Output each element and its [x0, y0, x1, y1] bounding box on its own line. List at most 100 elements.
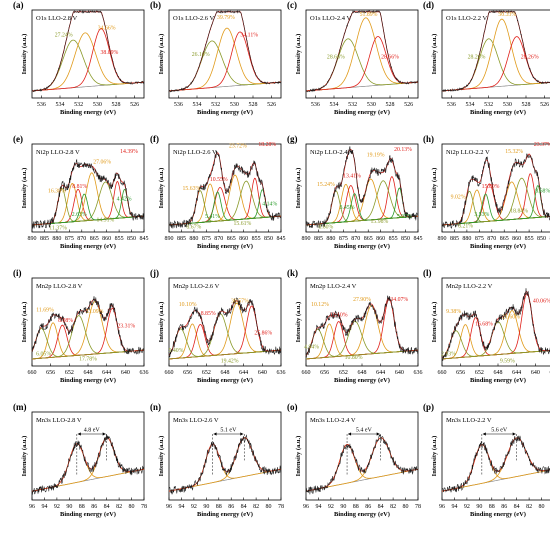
fit-envelope	[169, 12, 281, 91]
fit-component-curve	[306, 444, 418, 491]
plot-frame	[32, 10, 144, 98]
peak-percentage-label: 40.06%	[533, 299, 550, 305]
y-axis-label: Intensity (a.u.)	[21, 436, 28, 477]
x-tick-label: 648	[84, 370, 93, 376]
x-tick-label: 532	[348, 102, 357, 108]
peak-percentage-label: 10.10%	[179, 302, 197, 308]
x-tick-label: 86	[228, 504, 234, 510]
peak-percentage-label: 10.12%	[311, 302, 329, 308]
x-tick-label: 532	[484, 102, 493, 108]
peak-percentage-label: 10.80%	[345, 355, 363, 361]
x-tick-label: 88	[216, 504, 222, 510]
x-tick-label: 88	[489, 504, 495, 510]
x-tick-label: 648	[221, 370, 230, 376]
x-tick-label: 855	[115, 236, 124, 242]
x-tick-label: 94	[41, 504, 47, 510]
peak-percentage-label: 33.09%	[86, 309, 104, 315]
measured-spectrum	[306, 435, 418, 494]
peak-percentage-label: 2.63%	[72, 212, 87, 218]
x-tick-label: 890	[438, 236, 447, 242]
x-tick-label: 528	[386, 102, 395, 108]
x-tick-label: 534	[193, 102, 202, 108]
fit-envelope	[169, 438, 281, 492]
y-axis-label: Intensity (a.u.)	[295, 302, 302, 343]
x-tick-label: 526	[130, 102, 139, 108]
x-tick-label: 526	[404, 102, 413, 108]
peak-percentage-label: 11.69%	[36, 307, 54, 313]
panel-letter: (h)	[423, 134, 434, 144]
panel-letter: (a)	[13, 0, 24, 10]
x-tick-label: 890	[165, 236, 174, 242]
plot-frame	[169, 10, 281, 98]
x-tick-label: 90	[340, 504, 346, 510]
peak-percentage-label: 21.60%	[502, 314, 520, 320]
y-axis-label: Intensity (a.u.)	[431, 436, 438, 477]
splitting-label: 5.6 eV	[491, 428, 508, 434]
x-tick-label: 82	[253, 504, 259, 510]
x-axis-label: Binding energy (eV)	[197, 511, 253, 518]
x-tick-label: 855	[252, 236, 261, 242]
x-tick-label: 92	[328, 504, 334, 510]
peak-percentage-label: 11.37%	[49, 225, 67, 231]
peak-percentage-label: 51.89%	[360, 12, 378, 18]
peak-percentage-label: 8.08%	[58, 318, 73, 324]
x-tick-label: 78	[415, 504, 421, 510]
x-tick-label: 850	[264, 236, 273, 242]
measured-spectrum	[442, 154, 550, 229]
x-tick-label: 880	[189, 236, 198, 242]
x-tick-label: 82	[390, 504, 396, 510]
x-tick-label: 636	[140, 370, 149, 376]
x-tick-label: 530	[503, 102, 512, 108]
x-axis-label: Binding energy (eV)	[60, 109, 116, 116]
panel-letter: (o)	[287, 402, 298, 412]
x-axis-label: Binding energy (eV)	[470, 109, 526, 116]
peak-percentage-label: 27.06%	[93, 159, 111, 165]
x-tick-label: 84	[514, 504, 520, 510]
x-tick-label: 652	[475, 370, 484, 376]
panel-title: Mn3s LLO-2.2 V	[446, 417, 492, 424]
x-tick-label: 78	[278, 504, 284, 510]
x-tick-label: 80	[403, 504, 409, 510]
fit-component-curve	[306, 438, 418, 491]
x-tick-label: 92	[464, 504, 470, 510]
x-tick-label: 92	[191, 504, 197, 510]
x-tick-label: 80	[539, 504, 545, 510]
peak-percentage-label: 28.26%	[468, 54, 486, 60]
x-tick-label: 526	[540, 102, 549, 108]
peak-percentage-label: 4.14%	[262, 202, 277, 208]
x-tick-label: 880	[462, 236, 471, 242]
peak-percentage-label: 18.28%	[258, 142, 276, 148]
x-tick-label: 78	[141, 504, 147, 510]
fit-component-curve	[306, 18, 418, 91]
fit-envelope	[32, 12, 144, 91]
fit-component-curve	[442, 39, 550, 91]
fit-component-curve	[169, 324, 281, 359]
x-tick-label: 534	[56, 102, 65, 108]
peak-percentage-label: 9.02%	[451, 195, 466, 201]
panel-letter: (l)	[423, 268, 432, 278]
x-tick-label: 850	[401, 236, 410, 242]
peak-percentage-label: 28.26%	[521, 54, 539, 60]
panel-title: O1s LLO-2.6 V	[173, 15, 215, 22]
x-tick-label: 860	[512, 236, 521, 242]
x-tick-label: 536	[311, 102, 320, 108]
panel-title: Mn3s LLO-2.6 V	[173, 417, 219, 424]
x-tick-label: 885	[314, 236, 323, 242]
x-tick-label: 530	[367, 102, 376, 108]
fit-component-curve	[169, 438, 281, 492]
y-axis-label: Intensity (a.u.)	[431, 168, 438, 209]
fit-envelope	[306, 438, 418, 491]
peak-percentage-label: 16.68%	[475, 322, 493, 328]
measured-spectrum	[32, 434, 144, 494]
x-tick-label: 530	[230, 102, 239, 108]
x-tick-label: 528	[112, 102, 121, 108]
x-tick-label: 644	[102, 370, 111, 376]
x-tick-label: 90	[66, 504, 72, 510]
fit-component-curve	[169, 314, 281, 359]
plot-frame	[306, 412, 418, 500]
peak-percentage-label: 27.90%	[353, 297, 371, 303]
